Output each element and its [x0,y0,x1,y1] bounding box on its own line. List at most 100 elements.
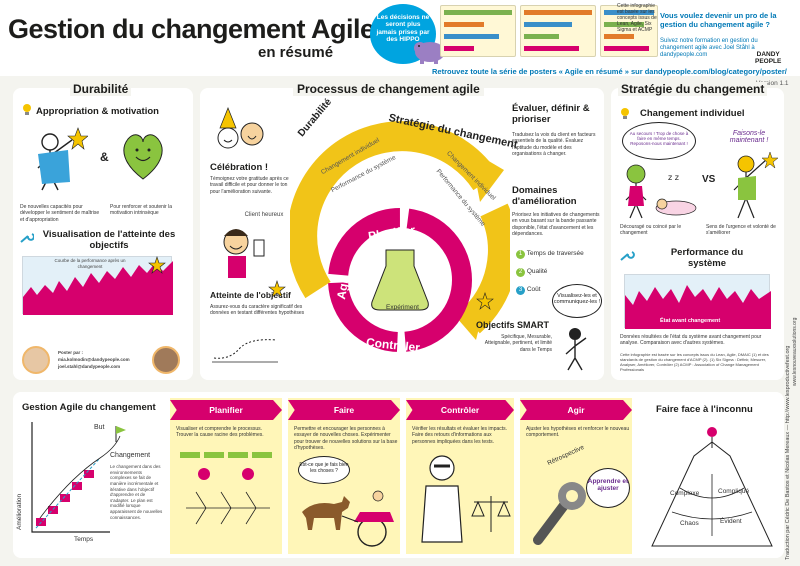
evaluer-title: Évaluer, définir & prioriser [512,103,590,125]
series-link[interactable]: Retrouvez toute la série de posters « Ag… [432,67,787,76]
page-title: Gestion du changement Agile [8,14,375,44]
discouraged-people-icon: z z [625,164,697,219]
visualisation-title: Visualisation de l'atteinte des objectif… [42,229,176,251]
step-text-agir: Ajuster les hypothèses et renforcer le n… [526,426,630,439]
smart-text: Spécifique, Mesurable, Atteignable, pert… [484,334,552,353]
ps-chart-note: Données résultées de l'état du système a… [620,334,762,347]
ci-text-left: Découragé ou coincé par le changement [620,224,682,237]
do-it-now-bubble: Faisons-le maintenant ! [729,130,769,144]
poster-thumbnail-2[interactable] [520,5,596,57]
step-header-planifier: Planifier [170,400,282,420]
gestion-agile-title: Gestion Agile du changement [22,402,156,413]
brand-line-2: PEOPLE [755,57,782,65]
ps-title: Performance du système [670,247,744,269]
smart-title: Objectifs SMART [476,320,550,330]
domaines-title: Domaines d'amélioration [512,185,577,207]
domaine-2: 2 Qualité [516,268,547,277]
happy-client-label: Client heureux [244,212,284,218]
step-text-controler: Vérifier les résultats et évaluer les im… [412,426,508,445]
cynefin-complexe: Complexe [670,490,700,497]
experiment-flask-icon [371,249,429,311]
version-label: Version 1.1 [756,80,789,87]
changement-label: Changement [110,452,151,459]
step-header-controler: Contrôler [406,400,514,420]
outer-arc-arrow [470,150,504,202]
poster-thumbnail-1[interactable] [440,5,516,57]
cynefin-chaos: Chaos [680,520,699,527]
y-axis-amelioration: Amélioration [16,493,23,530]
experiment-label: Expériment [386,304,419,311]
step-text-planifier: Visualiser et comprendre le processus. T… [176,426,264,439]
motivated-person-icon [37,127,88,191]
system-performance-curve [625,285,771,329]
brand-line-1: DANDY [756,51,780,58]
retro-wrench-icon [533,482,586,545]
hippo-icon [414,42,445,64]
lightbulb-icon-right [621,108,629,119]
atteinte-text: Assurez-vous du caractère significatif d… [210,304,305,317]
vs-label: VS [702,174,716,185]
domaine-3: 3 Coût [516,286,541,295]
process-cycle-diagram [290,121,510,352]
evaluer-text: Traduisez la voix du client en facteurs … [512,132,596,157]
brand-logo: DANDY PEOPLE [755,51,782,66]
promo-basis-text: Cette infographie est basée sur les conc… [617,3,657,33]
outer-arc [290,121,499,299]
apprendre-bubble: Apprendre et ajuster [586,468,630,508]
domaine-3-label: Coût [526,286,541,293]
side-reference: www.lesnouveauxsolutions.org [792,317,798,386]
durabilite-title: Durabilité [70,82,132,96]
appropriation-title: Appropriation & motivation [36,106,159,117]
wrench-icon [20,233,34,243]
help-bubble: Au secours ! Trop de chose à faire en mê… [622,122,696,160]
celebration-faces-icon [217,107,264,149]
hypothesis-curve-icon [212,339,278,363]
step-header-faire: Faire [288,400,400,420]
cynefin-evident: Évident [720,518,742,525]
step-text-faire: Permettre et encourager les personnes à … [294,426,398,451]
step-body-planifier [170,398,282,554]
star-icon [148,256,166,274]
domaines-text: Priorisez les initiatives de changements… [512,212,600,237]
but-label: But [94,424,105,431]
gestion-agile-text: Le changement dans des environnements co… [110,464,163,520]
star-icon-right [476,292,494,310]
lightbulb-icon [23,104,31,115]
happy-client-icon [223,229,265,278]
processus-title: Processus de changement agile [293,82,484,96]
translation-credit: Traduction par Cédric De Bastos et Nicol… [785,345,791,560]
poster-by-label: Poster par : [58,350,84,355]
poster-email-2[interactable]: joel.stahl@dandypeople.com [58,364,121,369]
performance-chart-right [624,274,771,329]
urgent-people-icon [733,151,778,219]
poster-thumbnail-3[interactable] [600,5,658,57]
domaine-2-label: Qualité [526,268,548,275]
incremental-change-diagram [31,422,126,533]
domaine-1-label: Temps de traversée [526,250,584,257]
domaine-1: 1 Temps de traversée [516,250,584,259]
cynefin-mountain-diagram [651,427,773,547]
ci-title: Changement individuel [640,108,745,119]
poster-email-1[interactable]: mia.kolmodin@dandypeople.com [58,357,130,362]
svg-text:z z: z z [668,173,679,182]
step-header-agir: Agir [520,400,632,420]
celebration-title: Célébration ! [210,162,269,173]
horse-cart-icon [302,490,394,547]
pdca-ring [328,208,472,352]
star-icon-left [268,280,286,298]
cynefin-complique: Compliqué [718,488,750,495]
atteinte-title: Atteinte de l'objectif [210,290,291,300]
inconnu-title: Faire face à l'inconnu [656,404,753,415]
ampersand: & [100,150,109,164]
durabilite-panel [13,88,193,380]
chart-note-left: Courbe de la performance après un change… [54,258,126,269]
strategie-title: Stratégie du changement [618,82,768,96]
chart-label-before: État avant changement [660,318,721,324]
promo-training-text[interactable]: Suivez notre formation en gestion du cha… [660,38,758,59]
performance-chart-left [22,256,173,315]
promo-question: Vous voulez devenir un pro de la gestion… [660,11,777,29]
ci-text-right: Sens de l'urgence et volonté de s'amélio… [706,224,776,237]
performance-curve [23,261,173,315]
celebration-text: Témoignez votre gratitude après ce trava… [210,176,289,195]
references-text: Cette infographie est basée sur les conc… [620,352,769,372]
